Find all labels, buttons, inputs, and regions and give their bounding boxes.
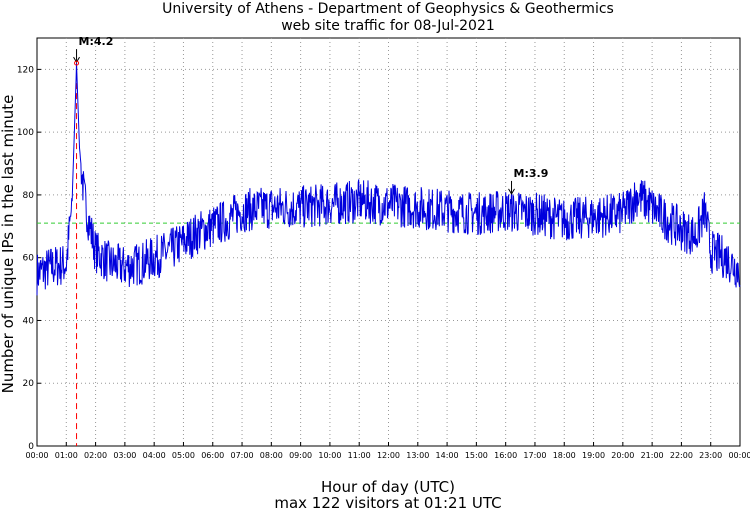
x-tick-label: 01:00 bbox=[55, 451, 78, 460]
annotations: M:4.2 M:3.9 bbox=[74, 35, 549, 194]
chart-subtitle: web site traffic for 08-Jul-2021 bbox=[281, 18, 495, 34]
x-tick-label: 00:00 bbox=[25, 451, 48, 460]
chart-title: University of Athens - Department of Geo… bbox=[162, 1, 614, 17]
grid bbox=[37, 38, 740, 446]
annotation-label: M:4.2 bbox=[79, 35, 114, 48]
x-tick-label: 22:00 bbox=[670, 451, 693, 460]
x-tick-label: 21:00 bbox=[641, 451, 664, 460]
x-tick-label: 23:00 bbox=[699, 451, 722, 460]
x-tick-label: 05:00 bbox=[172, 451, 195, 460]
x-tick-label: 19:00 bbox=[582, 451, 605, 460]
y-tick-label: 20 bbox=[23, 379, 35, 389]
x-tick-label: 13:00 bbox=[406, 451, 429, 460]
x-tick-label: 06:00 bbox=[201, 451, 224, 460]
x-tick-label: 04:00 bbox=[143, 451, 166, 460]
y-tick-label: 40 bbox=[23, 316, 35, 326]
x-tick-label: 08:00 bbox=[260, 451, 283, 460]
x-tick-label: 02:00 bbox=[84, 451, 107, 460]
x-tick-label: 16:00 bbox=[494, 451, 517, 460]
y-axis-label: Number of unique IPs in the last minute bbox=[0, 95, 17, 394]
x-axis-ticks: 00:00 01:00 02:00 03:00 04:00 05:00 06:00 07:00… bbox=[25, 442, 750, 460]
x-tick-label: 10:00 bbox=[318, 451, 341, 460]
y-tick-label: 120 bbox=[17, 65, 34, 75]
chart-footer: max 122 visitors at 01:21 UTC bbox=[274, 494, 501, 511]
y-tick-label: 100 bbox=[17, 128, 34, 138]
x-tick-label: 07:00 bbox=[231, 451, 254, 460]
x-tick-label: 09:00 bbox=[289, 451, 312, 460]
annotation-label: M:3.9 bbox=[514, 167, 549, 180]
y-tick-label: 60 bbox=[23, 254, 35, 264]
x-tick-label: 12:00 bbox=[377, 451, 400, 460]
x-tick-label: 20:00 bbox=[611, 451, 634, 460]
x-tick-label: 00:00 bbox=[728, 451, 750, 460]
series-visitors-line bbox=[37, 63, 740, 295]
y-tick-label: 80 bbox=[23, 191, 35, 201]
x-tick-label: 11:00 bbox=[348, 451, 371, 460]
x-tick-label: 14:00 bbox=[436, 451, 459, 460]
x-tick-label: 03:00 bbox=[113, 451, 136, 460]
x-tick-label: 17:00 bbox=[523, 451, 546, 460]
traffic-chart: University of Athens - Department of Geo… bbox=[0, 0, 750, 511]
x-tick-label: 15:00 bbox=[465, 451, 488, 460]
x-tick-label: 18:00 bbox=[553, 451, 576, 460]
